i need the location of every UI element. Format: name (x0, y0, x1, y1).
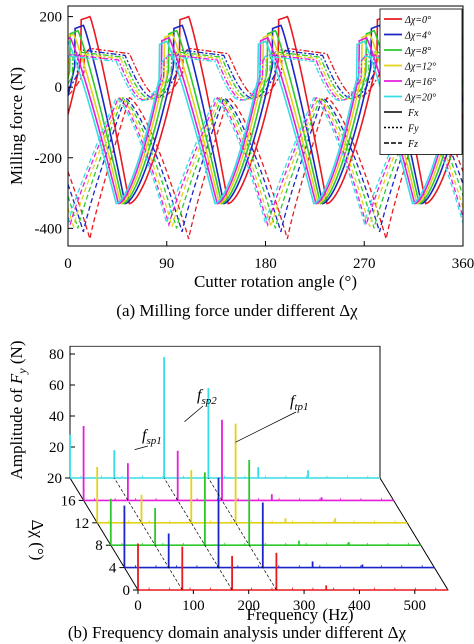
amp-tick-label-3: 60 (49, 378, 64, 394)
freq-tick-label-3: 300 (293, 598, 316, 614)
series-3-fy-line (68, 96, 463, 229)
series-4-fy-line (68, 96, 463, 230)
legend-component-label-fz: Fz (407, 139, 418, 150)
guide-line-0 (113, 477, 183, 591)
guide-line-1 (163, 477, 233, 591)
annotation-sub-2: tp1 (294, 401, 308, 413)
legend-component-label-fy: Fy (407, 124, 419, 135)
annotation-main-2: f (290, 393, 297, 410)
floor (69, 477, 449, 591)
legend-label-2: Δχ=4° (404, 31, 431, 42)
annotation-sub-0: sp1 (146, 435, 161, 447)
x-axis-label: Cutter rotation angle (°) (194, 272, 357, 291)
y-tick-label-2: -200 (35, 151, 63, 167)
caption-a: (a) Milling force under different Δχ (116, 301, 358, 320)
x-tick-label-4: 360 (452, 256, 474, 272)
annotation-sub-1: sp2 (201, 395, 217, 407)
delta-tick-label-5: 20 (47, 471, 62, 487)
annotation-label-1: fsp2 (197, 387, 217, 407)
delta-axis (69, 477, 139, 591)
annotation-leader-0 (134, 445, 149, 450)
series-5-fy-line (68, 96, 463, 228)
slice-delta-20 (69, 357, 380, 479)
x-tick-label-2: 180 (254, 256, 277, 272)
annotation-label-0: fsp1 (142, 427, 162, 447)
y-tick-label-3: -400 (35, 221, 63, 237)
x-tick-label-0: 0 (64, 256, 72, 272)
legend-label-5: Δχ=16° (404, 77, 436, 88)
x-tick-label-1: 90 (159, 256, 174, 272)
legend-label-1: Δχ=0° (404, 15, 431, 26)
series-2-fy-line (68, 96, 463, 233)
annotation-label-2: ftp1 (290, 393, 309, 413)
annotation-main-1: f (197, 387, 204, 404)
legend: Δχ=0° Δχ=4° Δχ=8° Δχ=12° Δχ=16° Δχ=20° Fx Fy Fz (379, 8, 463, 155)
delta-axis-label: Δχ (°) (28, 520, 47, 561)
annotation-main-0: f (142, 427, 149, 444)
freq-tick-label-5: 500 (404, 598, 427, 614)
milling-force-chart: 0 90 180 270 360 200 0 -200 -400 Cutter rotation … (7, 5, 474, 291)
guide-line-2 (208, 477, 277, 591)
amplitude-axis-label: Amplitude of Fy (N) (7, 341, 29, 480)
legend-label-4: Δχ=12° (404, 62, 436, 73)
annotation-leader-2 (235, 411, 297, 443)
freq-tick-label-2: 200 (237, 598, 260, 614)
slice-delta-0 (137, 543, 448, 591)
y-axis-label: Milling force (N) (7, 67, 26, 185)
amplitude-axis-label-part-2: y (15, 368, 29, 375)
delta-tick-label-4: 16 (61, 493, 77, 509)
annotation-leader-1 (184, 405, 204, 422)
legend-label-3: Δχ=8° (404, 46, 431, 57)
back-wall (69, 345, 381, 479)
amp-tick-label-2: 40 (49, 409, 64, 425)
delta-tick-label-2: 8 (95, 538, 103, 554)
y-tick-label-1: 0 (55, 80, 63, 96)
series-1-fy-line (68, 96, 463, 240)
delta-tick-label-0: 0 (123, 583, 131, 599)
amplitude-axis-label-part-3: (N) (7, 341, 26, 369)
legend-component-label-fx: Fx (407, 108, 419, 119)
slice-delta-16 (82, 419, 394, 502)
caption-b: (b) Frequency domain analysis under diff… (68, 623, 407, 642)
amplitude-axis-label-part-0: Amplitude of (7, 384, 26, 479)
right-floor-edge (379, 477, 449, 591)
freq-axis-label: Frequency (Hz) (246, 605, 353, 624)
x-tick-label-3: 270 (353, 256, 376, 272)
slice-delta-8 (109, 459, 421, 547)
freq-tick-label-1: 100 (182, 598, 205, 614)
amp-tick-label-4: 80 (49, 347, 64, 363)
slice-delta-12 (96, 423, 408, 524)
amp-tick-label-1: 20 (49, 440, 64, 456)
delta-tick-label-1: 4 (109, 561, 117, 577)
freq-tick-label-4: 400 (348, 598, 371, 614)
freq-tick-label-0: 0 (134, 598, 142, 614)
y-tick-label-0: 200 (40, 10, 63, 26)
legend-label-6: Δχ=20° (404, 93, 436, 104)
amplitude-axis-label-part-1: F (7, 373, 26, 385)
slice-delta-4 (123, 477, 435, 569)
delta-tick-label-3: 12 (74, 516, 89, 532)
